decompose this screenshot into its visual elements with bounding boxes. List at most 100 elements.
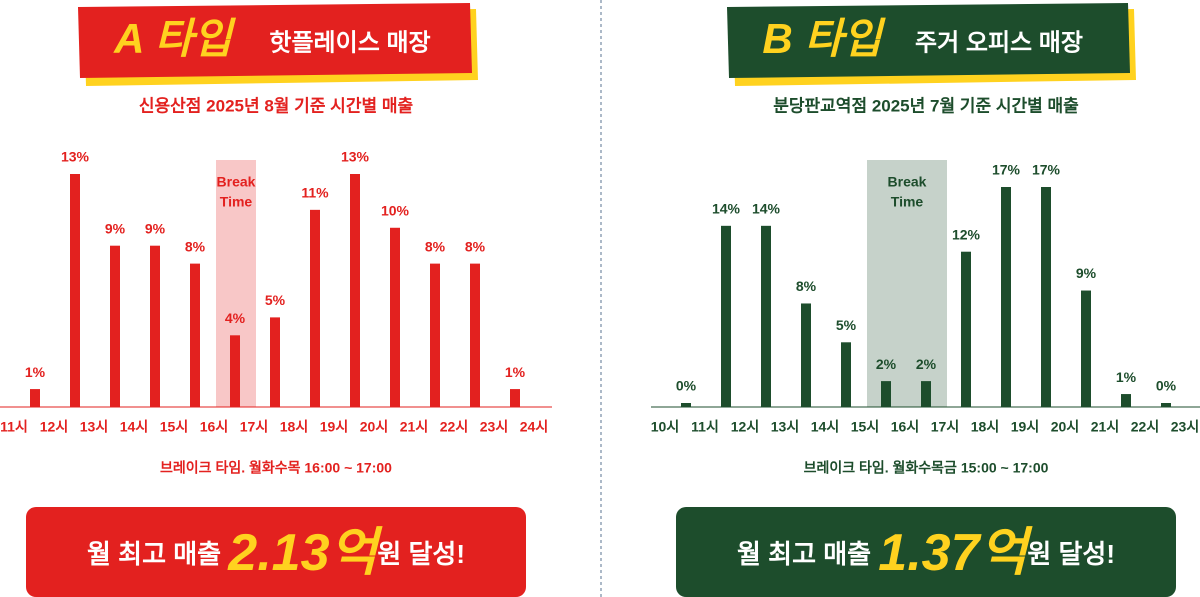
value-label: 14% bbox=[712, 201, 741, 217]
value-label: 5% bbox=[265, 292, 286, 308]
value-label: 9% bbox=[1076, 265, 1097, 281]
value-label: 13% bbox=[61, 149, 90, 165]
x-tick-label: 21시 bbox=[1091, 419, 1119, 435]
value-label: 4% bbox=[225, 310, 246, 326]
x-tick-label: 15시 bbox=[851, 419, 879, 435]
summary: 월 최고 매출 1.37억원 달성! bbox=[737, 524, 1115, 582]
bar bbox=[390, 227, 400, 407]
summary-part: 2.13억 bbox=[227, 524, 383, 582]
x-tick-label: 11시 bbox=[691, 419, 719, 435]
x-tick-label: 20시 bbox=[360, 419, 388, 435]
bar bbox=[310, 209, 320, 407]
x-tick-label: 21시 bbox=[400, 419, 428, 435]
x-tick-label: 12시 bbox=[40, 419, 68, 435]
x-tick-label: 17시 bbox=[931, 419, 959, 435]
value-label: 10% bbox=[381, 202, 410, 218]
bar bbox=[350, 174, 360, 407]
x-tick-label: 16시 bbox=[200, 419, 228, 435]
summary-box bbox=[676, 507, 1176, 597]
bar bbox=[230, 335, 240, 407]
bar bbox=[681, 403, 691, 407]
value-label: 9% bbox=[145, 220, 166, 236]
x-tick-label: 23시 bbox=[1171, 419, 1199, 435]
value-label: 8% bbox=[796, 278, 817, 294]
bar bbox=[1161, 403, 1171, 407]
bar bbox=[470, 263, 480, 407]
bar bbox=[1001, 187, 1011, 407]
x-tick-label: 14시 bbox=[811, 419, 839, 435]
banner bbox=[78, 3, 472, 78]
break-note: 브레이크 타임. 월화수목 16:00 ~ 17:00 bbox=[160, 460, 392, 476]
banner-title: 핫플레이스 매장 bbox=[269, 29, 430, 56]
x-tick-label: 12시 bbox=[731, 419, 759, 435]
x-tick-label: 16시 bbox=[891, 419, 919, 435]
value-label: 14% bbox=[752, 201, 781, 217]
x-tick-label: 18시 bbox=[971, 419, 999, 435]
break-label: Time bbox=[891, 194, 924, 210]
banner-title: 주거 오피스 매장 bbox=[915, 29, 1083, 56]
bar bbox=[70, 174, 80, 407]
chart-subtitle: 신용산점 2025년 8월 기준 시간별 매출 bbox=[139, 96, 414, 115]
bar bbox=[510, 389, 520, 407]
bar bbox=[761, 225, 771, 407]
bar bbox=[961, 251, 971, 407]
x-tick-label: 19시 bbox=[1011, 419, 1039, 435]
bar bbox=[721, 225, 731, 407]
summary-part: 월 최고 매출 bbox=[737, 539, 878, 569]
value-label: 5% bbox=[836, 317, 857, 333]
value-label: 13% bbox=[341, 149, 370, 165]
value-label: 2% bbox=[916, 356, 937, 372]
value-label: 17% bbox=[992, 162, 1021, 178]
bar bbox=[1121, 394, 1131, 407]
bar bbox=[150, 245, 160, 407]
summary-part: 1.37억 bbox=[878, 524, 1033, 582]
x-tick-label: 24시 bbox=[520, 419, 548, 435]
break-label: Time bbox=[220, 194, 253, 210]
x-tick-label: 11시 bbox=[0, 419, 28, 435]
break-band bbox=[867, 160, 947, 407]
banner-badge: B 타입 bbox=[762, 15, 886, 62]
x-tick-label: 19시 bbox=[320, 419, 348, 435]
break-label: Break bbox=[888, 174, 927, 190]
x-tick-label: 15시 bbox=[160, 419, 188, 435]
value-label: 8% bbox=[425, 238, 446, 254]
bar bbox=[1081, 290, 1091, 407]
value-label: 0% bbox=[676, 378, 697, 394]
x-tick-label: 20시 bbox=[1051, 419, 1079, 435]
chart-subtitle: 분당판교역점 2025년 7월 기준 시간별 매출 bbox=[773, 96, 1079, 115]
x-tick-label: 18시 bbox=[280, 419, 308, 435]
value-label: 8% bbox=[185, 238, 206, 254]
bar bbox=[30, 389, 40, 407]
value-label: 1% bbox=[1116, 369, 1137, 385]
bar bbox=[881, 381, 891, 407]
x-tick-label: 22시 bbox=[440, 419, 468, 435]
bar bbox=[190, 263, 200, 407]
value-label: 12% bbox=[952, 226, 981, 242]
bar bbox=[270, 317, 280, 407]
summary-part: 월 최고 매출 bbox=[87, 539, 228, 569]
x-tick-label: 23시 bbox=[480, 419, 508, 435]
banner bbox=[727, 3, 1130, 78]
summary: 월 최고 매출 2.13억원 달성! bbox=[87, 524, 465, 582]
bar bbox=[841, 342, 851, 407]
break-note: 브레이크 타임. 월화수목금 15:00 ~ 17:00 bbox=[804, 460, 1049, 476]
x-tick-label: 14시 bbox=[120, 419, 148, 435]
summary-part: 원 달성! bbox=[1027, 539, 1115, 569]
x-tick-label: 13시 bbox=[80, 419, 108, 435]
value-label: 9% bbox=[105, 220, 126, 236]
value-label: 0% bbox=[1156, 378, 1177, 394]
summary-part: 원 달성! bbox=[377, 539, 465, 569]
value-label: 8% bbox=[465, 238, 486, 254]
value-label: 11% bbox=[301, 185, 329, 201]
value-label: 1% bbox=[505, 364, 526, 380]
banner-badge: A 타입 bbox=[113, 15, 236, 62]
x-tick-label: 10시 bbox=[651, 419, 679, 435]
bar bbox=[1041, 187, 1051, 407]
bar bbox=[921, 381, 931, 407]
bar bbox=[430, 263, 440, 407]
x-tick-label: 22시 bbox=[1131, 419, 1159, 435]
break-label: Break bbox=[217, 174, 256, 190]
x-tick-label: 17시 bbox=[240, 419, 268, 435]
